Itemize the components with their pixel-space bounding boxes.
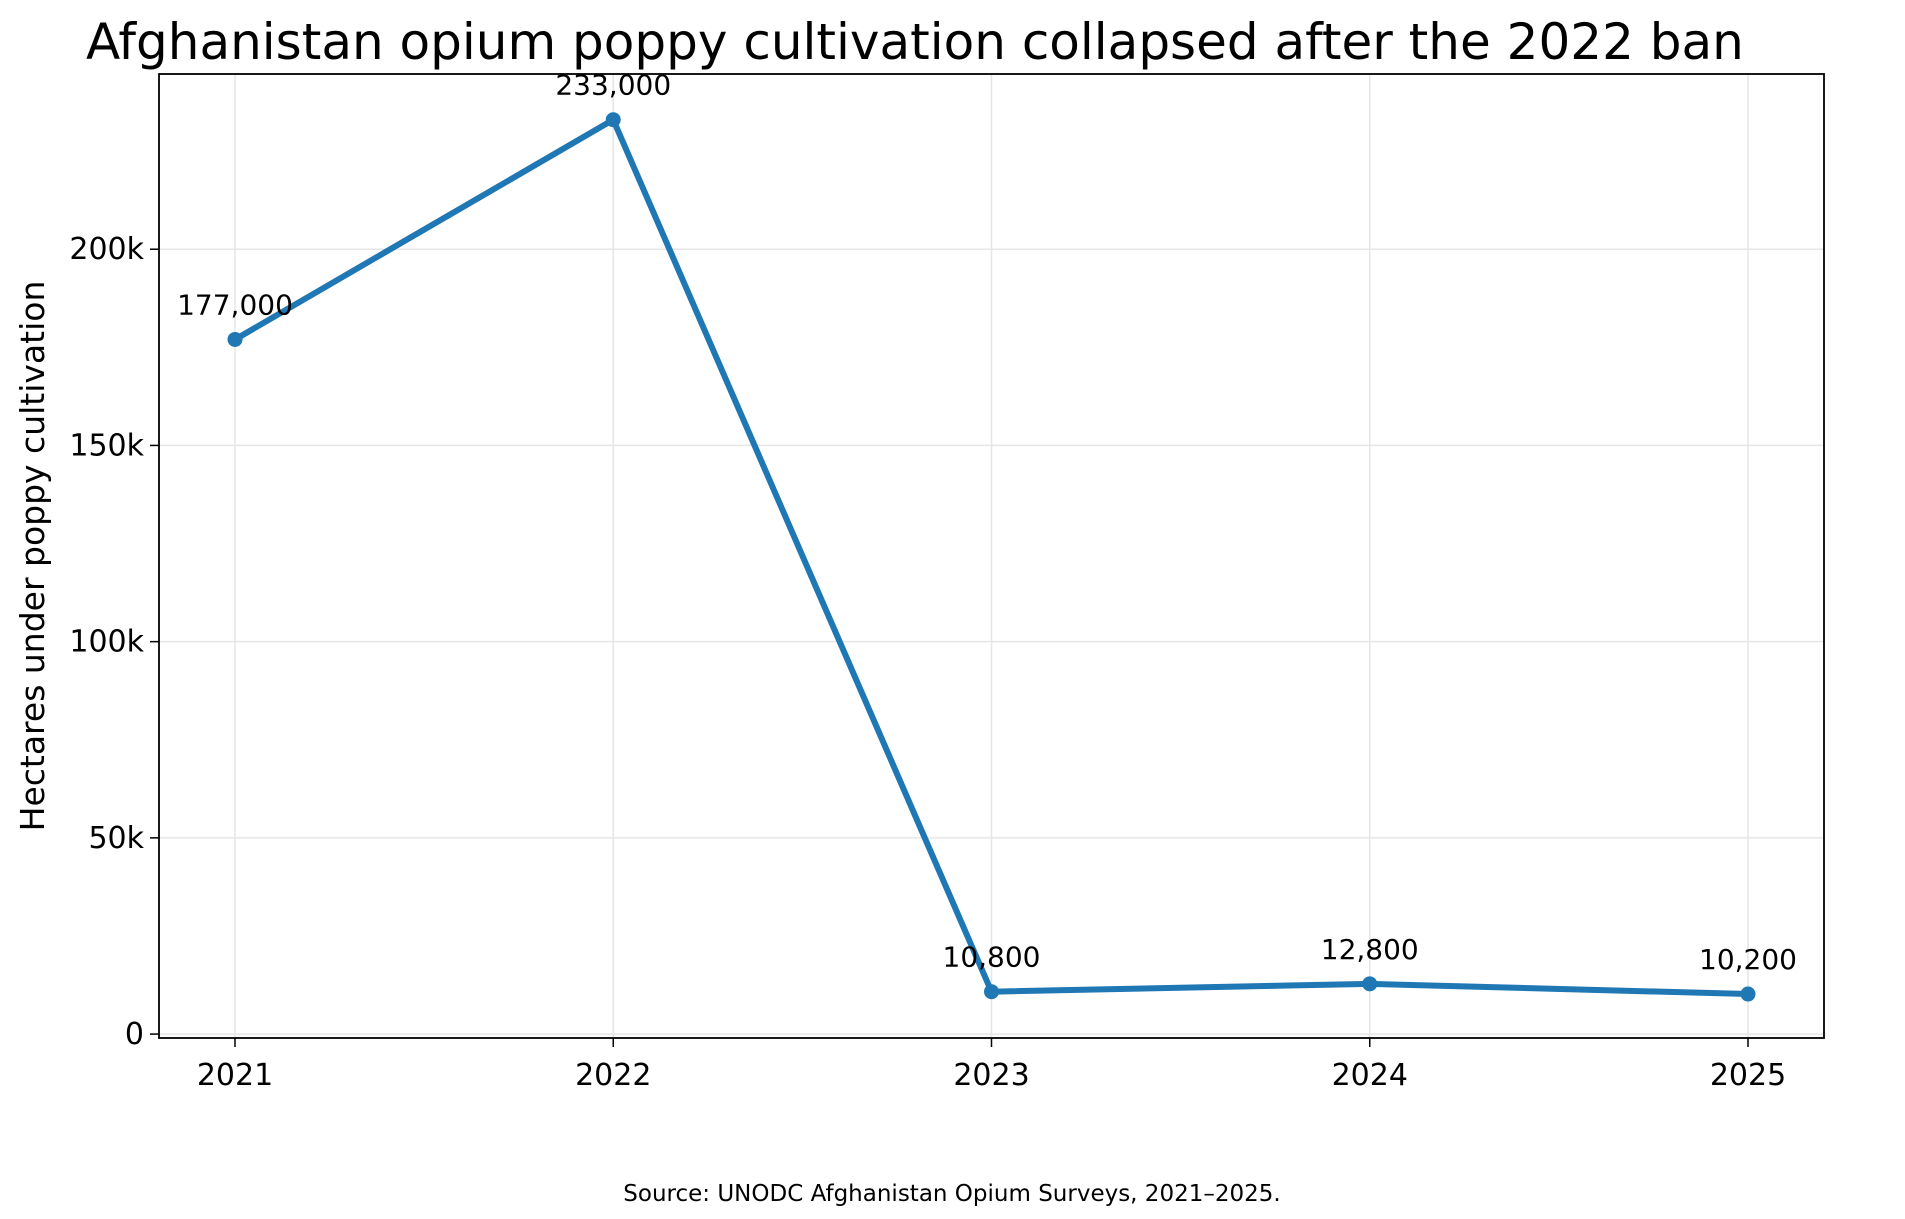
data-label: 12,800 (1321, 933, 1419, 966)
data-point (984, 984, 999, 1000)
y-tick-label: 100k (69, 625, 144, 660)
x-tick-label: 2024 (1332, 1058, 1408, 1093)
grid (159, 74, 1824, 1038)
data-label: 177,000 (177, 288, 293, 321)
data-point (1740, 986, 1756, 1002)
y-axis-label: Hectares under poppy cultivation (13, 281, 52, 832)
data-point (605, 112, 621, 128)
x-tick-label: 2025 (1710, 1058, 1786, 1093)
data-label: 10,200 (1699, 943, 1797, 976)
y-tick-label: 150k (69, 428, 144, 463)
x-tick-label: 2022 (575, 1058, 651, 1093)
x-tick-label: 2023 (953, 1058, 1029, 1093)
plot-area (158, 73, 1825, 1039)
y-tick-label: 0 (125, 1017, 144, 1052)
y-axis-ticks: 0 50k 100k 150k 200k (69, 232, 159, 1052)
x-axis-ticks: 2021 2022 2023 2024 2025 (197, 1038, 1786, 1093)
data-point (227, 331, 243, 347)
x-tick-label: 2021 (197, 1058, 273, 1093)
y-tick-label: 200k (69, 232, 144, 267)
series-line (227, 112, 1756, 1002)
chart-title: Afghanistan opium poppy cultivation coll… (86, 13, 1744, 71)
data-label: 10,800 (943, 941, 1041, 974)
data-point (1362, 976, 1378, 992)
y-tick-label: 50k (88, 821, 144, 856)
source-note: Source: UNODC Afghanistan Opium Surveys,… (623, 1181, 1280, 1207)
